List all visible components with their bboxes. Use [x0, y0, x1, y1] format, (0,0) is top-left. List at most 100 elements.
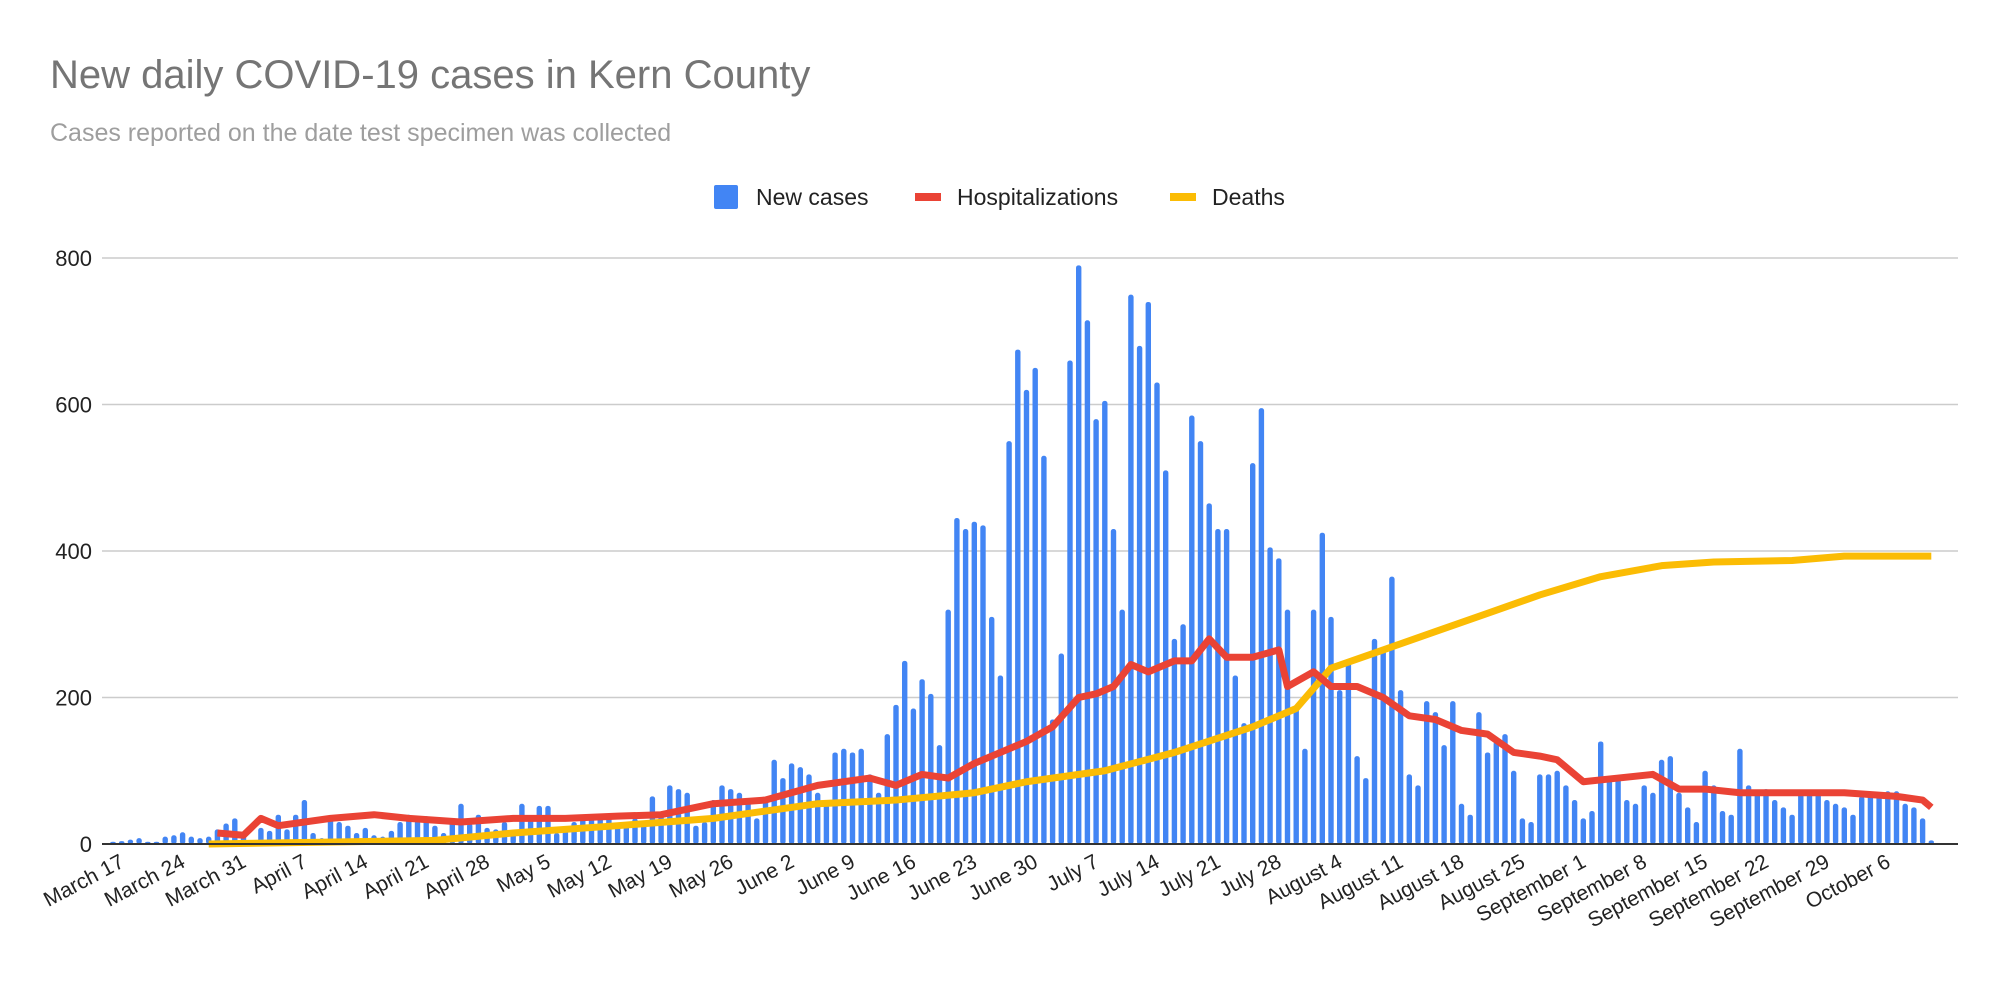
legend-label: Deaths: [1212, 184, 1285, 210]
case-bar: [519, 803, 525, 844]
case-bar: [1371, 638, 1378, 844]
legend-swatch-hospitalizations: [915, 193, 941, 201]
legend-label: Hospitalizations: [957, 184, 1118, 210]
case-bar: [1310, 609, 1317, 844]
case-bar: [1885, 791, 1891, 844]
case-bar: [1389, 576, 1395, 844]
case-bar: [1798, 792, 1804, 844]
case-bar: [1076, 265, 1082, 844]
chart-subtitle: Cases reported on the date test specimen…: [50, 119, 671, 147]
case-bar: [1136, 345, 1143, 844]
x-tick-label: May 12: [544, 850, 616, 903]
case-bar: [701, 822, 708, 844]
case-bar: [1745, 785, 1752, 844]
case-bar: [693, 825, 699, 844]
case-bar: [989, 616, 995, 844]
case-bar: [1154, 382, 1160, 844]
case-bar: [1458, 803, 1465, 844]
case-bar: [1415, 785, 1421, 844]
case-bar: [1450, 701, 1456, 844]
case-bar: [1641, 785, 1647, 844]
case-bar: [1189, 415, 1195, 844]
case-bar: [980, 525, 986, 844]
case-bar: [641, 822, 647, 844]
case-bar: [545, 805, 551, 844]
gridlines: 0 200 400 600 800: [55, 246, 1958, 857]
case-bar: [554, 833, 560, 844]
case-bar: [1084, 320, 1091, 844]
case-bar: [162, 836, 168, 844]
case-bar: [762, 800, 769, 844]
case-bar: [1545, 774, 1552, 844]
x-tick-label: June 2: [731, 850, 797, 900]
case-bar: [1232, 675, 1238, 844]
case-bar: [1667, 756, 1673, 844]
case-bar: [1676, 792, 1682, 844]
case-bar: [1250, 463, 1256, 844]
case-bar: [406, 814, 412, 844]
legend: New cases Hospitalizations Deaths: [714, 184, 1285, 210]
x-tick-label: April 14: [298, 850, 372, 904]
case-bar: [1354, 756, 1360, 844]
case-bar: [832, 752, 838, 844]
case-bar: [1163, 470, 1169, 844]
case-bar: [1484, 752, 1491, 844]
case-bar: [1015, 349, 1021, 844]
case-bar: [754, 818, 760, 844]
case-bar: [171, 835, 177, 844]
case-bar: [1397, 690, 1404, 844]
y-tick-label: 0: [80, 832, 92, 857]
legend-label: New cases: [756, 184, 868, 210]
case-bar: [675, 789, 682, 844]
x-tick-label: May 19: [605, 850, 677, 903]
case-bar: [1806, 791, 1813, 844]
new-cases-bars: [110, 265, 1934, 844]
legend-swatch-new-cases: [714, 185, 738, 209]
case-bar: [1528, 822, 1534, 844]
case-bar: [1502, 734, 1508, 844]
case-bar: [1719, 811, 1726, 844]
case-bar: [1658, 759, 1665, 844]
case-bar: [327, 818, 334, 844]
case-bar: [928, 693, 934, 844]
case-bar: [1632, 803, 1639, 844]
case-bar: [1867, 792, 1874, 844]
case-bar: [1554, 770, 1560, 844]
x-tick-label: June 16: [843, 850, 920, 905]
case-bar: [1032, 367, 1038, 844]
case-bar: [1650, 792, 1656, 844]
case-bar: [136, 838, 142, 844]
case-bar: [1580, 818, 1586, 844]
case-bar: [1302, 748, 1308, 844]
case-bar: [1293, 708, 1299, 844]
case-bar: [1624, 800, 1630, 844]
case-bar: [1406, 774, 1412, 844]
case-bar: [1902, 803, 1908, 844]
case-bar: [954, 518, 960, 844]
case-bar: [1693, 822, 1700, 844]
case-bar: [1441, 745, 1447, 844]
case-bar: [1598, 741, 1604, 844]
case-bar: [1276, 558, 1282, 844]
case-bar: [893, 704, 899, 844]
case-bar: [1119, 609, 1125, 844]
case-bar: [1058, 653, 1064, 844]
case-bar: [179, 832, 186, 844]
case-bar: [1432, 712, 1439, 844]
legend-swatch-deaths: [1170, 193, 1196, 201]
case-bar: [875, 792, 882, 844]
case-bar: [1258, 408, 1265, 844]
x-tick-label: May 5: [493, 850, 554, 897]
case-bar: [919, 679, 925, 844]
y-tick-label: 200: [55, 686, 92, 711]
case-bar: [788, 763, 795, 844]
chart-title: New daily COVID-19 cases in Kern County: [50, 53, 810, 97]
case-bar: [1911, 807, 1917, 844]
case-bar: [1511, 770, 1517, 844]
case-bar: [1284, 609, 1291, 844]
case-bar: [1345, 660, 1352, 844]
case-bar: [1067, 360, 1073, 844]
case-bar: [1772, 800, 1778, 844]
case-bar: [614, 825, 621, 844]
